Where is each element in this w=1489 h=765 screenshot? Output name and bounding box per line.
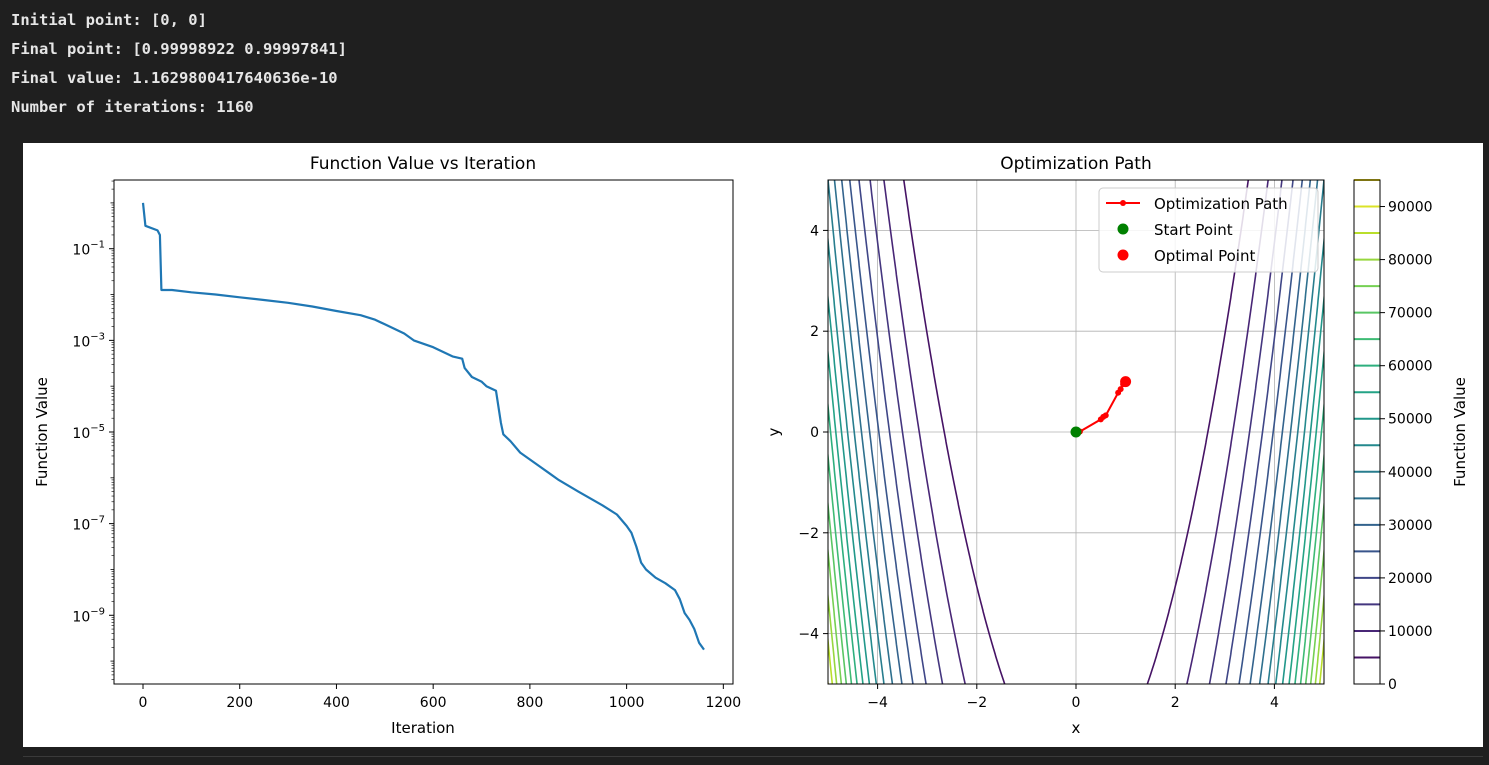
chart1-xlabel: Iteration [391,719,455,737]
contour-line [828,589,838,684]
chart2-xtick-label: 4 [1270,695,1279,711]
console-output: Initial point: [0, 0] Final point: [0.999… [11,6,347,122]
contour-line [828,290,871,684]
chart1-ylabel: Function Value [33,377,51,487]
chart2-ytick-label: −4 [798,627,819,643]
path-point-marker [1102,412,1109,419]
contour-line [858,180,927,684]
colorbar-tick-label: 90000 [1388,200,1433,216]
contour-line [1304,497,1324,684]
contour-line [1299,448,1324,684]
chart2-xtick-label: 2 [1171,695,1180,711]
legend-optimal-swatch [1117,249,1129,261]
contour-line [828,398,858,684]
contour-line [869,180,944,684]
chart2-xtick-label: −2 [966,695,987,711]
colorbar-tick-label: 60000 [1388,359,1433,375]
colorbar-tick-label: 20000 [1388,571,1433,587]
chart1-ytick-label: 10−3 [72,331,105,350]
legend-entry-start: Start Point [1154,221,1233,239]
figure-canvas: Function Value vs Iteration 0 200 400 600 80… [33,154,1469,737]
contour-line [848,180,914,684]
legend-entry-path: Optimization Path [1154,195,1288,213]
chart1-axes-frame [113,179,734,685]
chart1-series-line [141,202,705,651]
chart1-xtick-label: 600 [420,695,447,711]
chart2-xtick-label: −4 [867,695,888,711]
contour-line [883,180,966,684]
figure-output: Function Value vs Iteration 0 200 400 600 80… [23,143,1483,747]
chart1-xtick-label: 1000 [609,695,645,711]
chart1-xtick-label: 800 [517,695,544,711]
start-point-marker [1070,426,1082,438]
contour-line [828,448,853,684]
chart2-title: Optimization Path [1000,154,1152,174]
contour-line [840,180,903,684]
colorbar-tick-label: 50000 [1388,412,1433,428]
legend-start-swatch [1117,223,1129,235]
contour-line [1314,589,1324,684]
legend-box [1098,187,1319,273]
chart1-xtick-label: 1200 [706,695,742,711]
path-point-marker [1117,386,1124,393]
chart1-ytick-label: 10−7 [72,515,105,534]
contour-line [818,622,826,710]
contour-line [1274,232,1324,684]
contour-line [828,543,843,684]
colorbar-tick-label: 10000 [1388,624,1433,640]
console-line-final-point: Final point: [0.99998922 0.99997841] [11,40,347,58]
contour-line [828,232,878,684]
chart2-xtick-label: 0 [1072,695,1081,711]
contour-line [1281,290,1324,684]
chart2-axes-frame [827,179,1325,685]
legend-entry-optimal: Optimal Point [1154,247,1255,265]
chart1-xtick-label: 400 [323,695,350,711]
optimal-point-marker [1120,376,1132,388]
chart1-title: Function Value vs Iteration [310,154,536,174]
console-line-initial-point: Initial point: [0, 0] [11,11,207,29]
chart1-xtick-label: 0 [139,695,148,711]
chart1-ytick-label: 10−5 [72,423,105,442]
output-bottom-edge [23,756,1483,765]
legend-path-swatch-dot [1120,200,1126,206]
contour-line [1294,398,1324,684]
chart-function-value: Function Value vs Iteration 0 200 400 600 80… [33,154,741,737]
colorbar-tick-label: 30000 [1388,518,1433,534]
chart2-ytick-label: 2 [810,324,819,340]
contour-line [1146,180,1250,684]
colorbar-tick-label: 0 [1388,677,1397,693]
contour-line [902,180,1006,684]
colorbar-tick-label: 70000 [1388,306,1433,322]
chart2-legend: Optimization Path Start Point Optimal Po… [1098,187,1319,273]
chart1-xtick-label: 200 [226,695,253,711]
contour-line [1318,633,1324,684]
colorbar-tick-label: 40000 [1388,465,1433,481]
colorbar-frame [1353,179,1381,685]
contour-line [833,180,894,684]
contour-line [828,632,834,684]
colorbar-tick-label: 80000 [1388,253,1433,269]
chart2-ytick-label: 4 [810,223,819,239]
chart2-ylabel: y [765,427,783,436]
chart-optimization-path: Optimization Path −4 −2 0 2 4 −4 −2 0 2 4 x y Opt… [765,154,1469,737]
contour-line [1288,345,1324,684]
contour-line [1309,544,1324,684]
contour-line [1326,623,1334,711]
chart2-ytick-label: −2 [798,526,819,542]
contour-line [828,180,885,684]
chart1-ytick-label: 10−1 [72,240,105,259]
console-line-final-value: Final value: 1.1629800417640636e-10 [11,69,338,87]
contour-line [828,345,864,684]
console-line-iterations: Number of iterations: 1160 [11,98,254,116]
chart2-xlabel: x [1072,719,1081,737]
colorbar-label: Function Value [1451,377,1469,487]
chart2-ytick-label: 0 [810,425,819,441]
colorbar: 0 10000 20000 30000 40000 50000 60000 70000 8000… [1353,179,1469,693]
contour-line [828,497,848,684]
chart1-ytick-label: 10−9 [72,606,105,625]
